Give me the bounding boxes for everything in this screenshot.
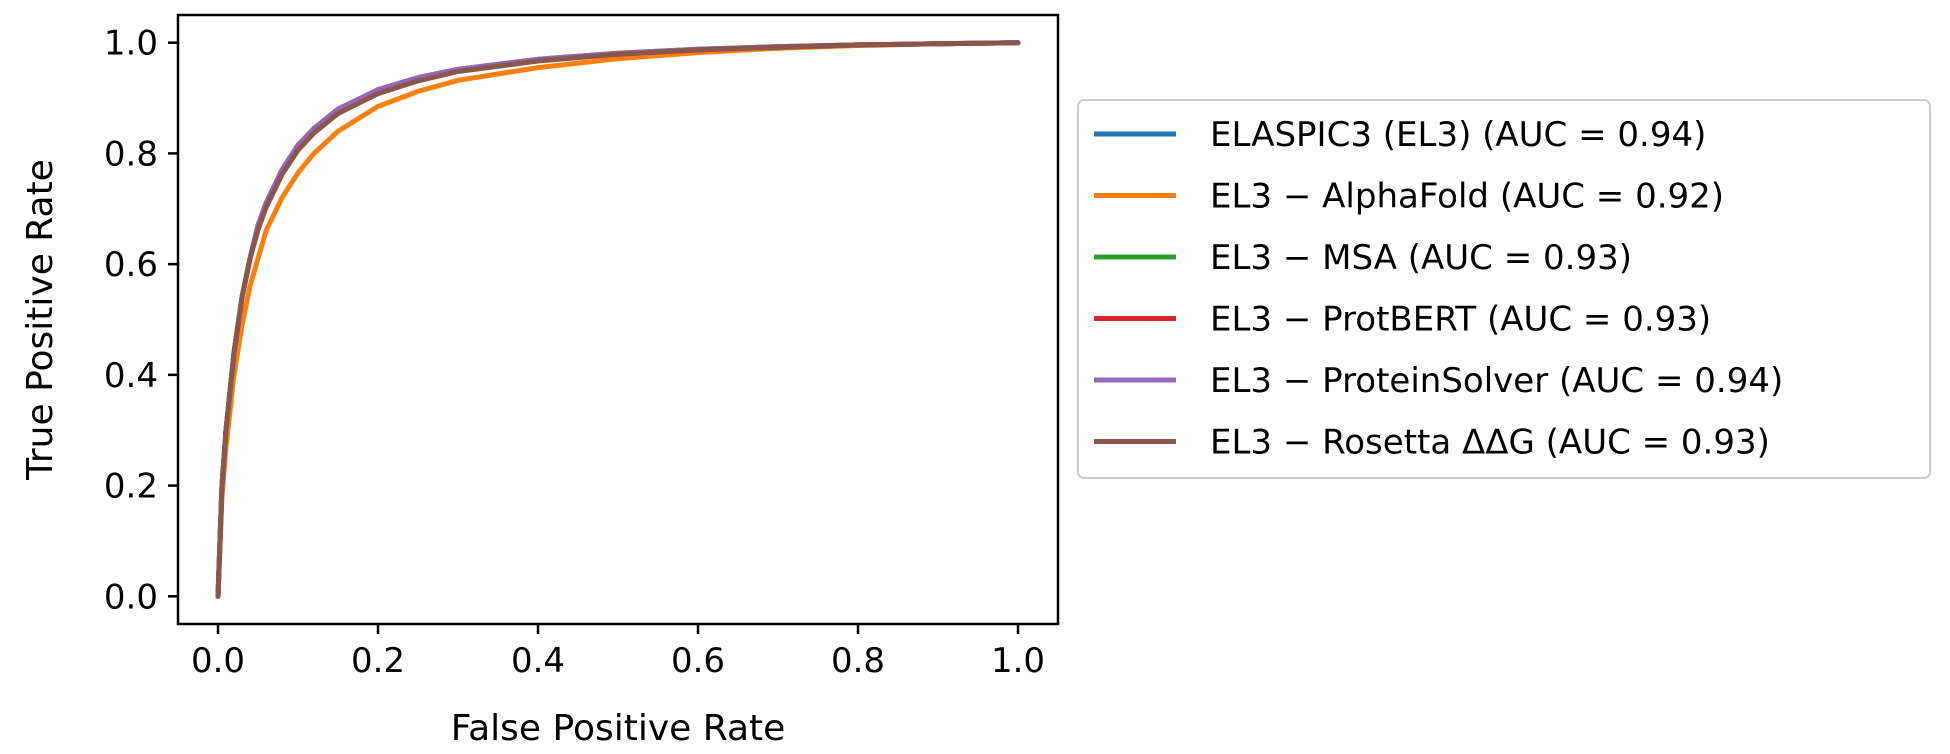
y-tick-label: 0.4 [104, 356, 158, 396]
legend: ELASPIC3 (EL3) (AUC = 0.94) EL3 − AlphaFo… [1077, 99, 1931, 479]
legend-item: EL3 − ProteinSolver (AUC = 0.94) [1094, 361, 1783, 401]
y-axis-label: True Positive Rate [20, 159, 61, 481]
legend-box [1077, 99, 1931, 479]
legend-items: ELASPIC3 (EL3) (AUC = 0.94) EL3 − AlphaFo… [1094, 115, 1783, 463]
x-tick-label: 0.6 [671, 641, 725, 681]
legend-label: EL3 − ProteinSolver (AUC = 0.94) [1210, 361, 1783, 401]
legend-item: EL3 − AlphaFold (AUC = 0.92) [1094, 177, 1724, 217]
legend-item: EL3 − Rosetta ΔΔG (AUC = 0.93) [1094, 423, 1770, 463]
y-tick-label: 0.6 [104, 245, 158, 285]
x-tick-label: 0.0 [191, 641, 245, 681]
y-axis: 0.0 0.2 0.4 0.6 0.8 1.0 [104, 24, 178, 617]
legend-item: ELASPIC3 (EL3) (AUC = 0.94) [1094, 115, 1706, 155]
series-line-3 [215, 40, 1021, 599]
plot-frame [176, 13, 1060, 626]
legend-label: ELASPIC3 (EL3) (AUC = 0.94) [1210, 115, 1706, 155]
y-tick-label: 0.0 [104, 577, 158, 617]
series-lines [215, 40, 1021, 599]
series-line-0 [215, 40, 1021, 599]
series-line-2 [215, 40, 1021, 599]
series-line-4 [215, 40, 1021, 599]
legend-label: EL3 − ProtBERT (AUC = 0.93) [1210, 300, 1711, 340]
legend-item: EL3 − ProtBERT (AUC = 0.93) [1094, 300, 1711, 340]
legend-label: EL3 − AlphaFold (AUC = 0.92) [1210, 177, 1724, 217]
series-line-5 [215, 40, 1021, 599]
x-tick-label: 0.2 [351, 641, 405, 681]
legend-label: EL3 − Rosetta ΔΔG (AUC = 0.93) [1210, 423, 1770, 463]
x-tick-label: 1.0 [991, 641, 1045, 681]
x-axis-label: False Positive Rate [451, 708, 786, 749]
x-axis: 0.0 0.2 0.4 0.6 0.8 1.0 [191, 624, 1045, 681]
legend-label: EL3 − MSA (AUC = 0.93) [1210, 238, 1632, 278]
y-tick-label: 0.2 [104, 467, 158, 507]
y-tick-label: 0.8 [104, 134, 158, 174]
x-tick-label: 0.4 [511, 641, 565, 681]
y-tick-label: 1.0 [104, 24, 158, 64]
series-line-1 [215, 40, 1021, 599]
x-tick-label: 0.8 [831, 641, 885, 681]
legend-item: EL3 − MSA (AUC = 0.93) [1094, 238, 1632, 278]
